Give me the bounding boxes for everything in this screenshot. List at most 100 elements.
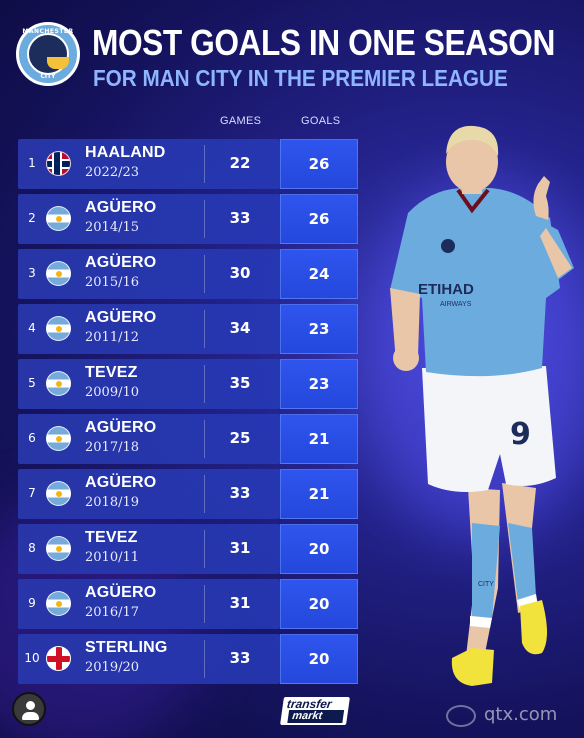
player-name: AGÜERO [85,309,157,326]
season: 2010/11 [85,550,140,565]
row-rank: 7 [28,486,36,500]
norway-flag-icon [46,151,71,176]
player-hair [446,125,499,156]
goals-cell: 24 [280,249,358,299]
goals-value: 26 [308,210,330,228]
season: 2016/17 [85,605,140,620]
player-neck [462,180,482,194]
season: 2014/15 [85,220,140,235]
argentina-flag-icon [46,206,71,231]
table-row: 8 TEVEZ 2010/11 31 20 [18,524,358,574]
season: 2022/23 [85,165,140,180]
goals-value: 23 [308,320,330,338]
row-rank: 4 [28,321,36,335]
argentina-flag-icon [46,591,71,616]
row-rank: 5 [28,376,36,390]
goals-cell: 21 [280,414,358,464]
man-city-crest-logo: MANCHESTER CITY [16,22,80,86]
player-name: AGÜERO [85,419,157,436]
table-row: 3 AGÜERO 2015/16 30 24 [18,249,358,299]
profile-avatar-button[interactable] [12,692,46,726]
shirt-collar [456,188,490,214]
goals-value: 23 [308,375,330,393]
transfermarkt-logo: transfer markt [280,697,350,725]
column-header-games: GAMES [220,115,262,127]
crest-bottom-text: CITY [40,73,56,80]
column-header-goals: GOALS [301,115,341,127]
shirt-crest-icon [441,239,455,253]
crest-top-text: MANCHESTER [22,28,74,35]
row-divider [204,365,205,403]
table-row: 9 AGÜERO 2016/17 31 20 [18,579,358,629]
player-name: AGÜERO [85,199,157,216]
logo-line2: markt [291,710,324,722]
season: 2018/19 [85,495,140,510]
goals-cell: 26 [280,194,358,244]
games-value: 31 [229,539,251,557]
games-value: 31 [229,594,251,612]
row-divider [204,585,205,623]
goals-value: 24 [308,265,330,283]
row-divider [204,530,205,568]
shirt-sponsor: ETIHAD [418,281,474,298]
player-name: TEVEZ [85,364,138,381]
player-fist [393,345,419,371]
table-row: 5 TEVEZ 2009/10 35 23 [18,359,358,409]
crest-shield [27,33,69,75]
sock-band [470,616,492,628]
goals-value: 20 [308,650,330,668]
watermark-logo-icon [446,705,476,727]
player-shirt [390,188,560,377]
row-rank: 2 [28,211,36,225]
games-value: 33 [229,484,251,502]
sock-text: CITY [478,581,494,588]
row-rank: 8 [28,541,36,555]
player-name: STERLING [85,639,168,656]
table-row: 10 STERLING 2019/20 33 20 [18,634,358,684]
argentina-flag-icon [46,316,71,341]
row-rank: 1 [28,156,36,170]
page-subtitle: FOR MAN CITY IN THE PREMIER LEAGUE [93,65,508,91]
goals-cell: 21 [280,469,358,519]
logo-line1: transfer [286,697,333,711]
games-value: 25 [229,429,251,447]
row-divider [204,145,205,183]
england-flag-icon [46,646,71,671]
row-divider [204,310,205,348]
right-boot [520,600,547,655]
row-divider [204,420,205,458]
player-head [446,132,498,192]
page-title: MOST GOALS IN ONE SEASON [92,22,555,63]
watermark-text: qtx.com [484,704,558,725]
player-illustration: CITY 9 ETIHAD AIRWAYS [390,125,574,686]
goals-cell: 23 [280,304,358,354]
row-rank: 6 [28,431,36,445]
argentina-flag-icon [46,261,71,286]
player-name: AGÜERO [85,254,157,271]
goals-cell: 26 [280,139,358,189]
watermark: qtx.com [446,703,576,729]
games-value: 22 [229,154,251,172]
goals-cell: 20 [280,524,358,574]
goals-cell: 20 [280,579,358,629]
row-rank: 9 [28,596,36,610]
table-row: 1 HAALAND 2022/23 22 26 [18,139,358,189]
row-rank: 10 [24,651,40,665]
row-divider [204,255,205,293]
games-value: 35 [229,374,251,392]
season: 2009/10 [85,385,140,400]
season: 2015/16 [85,275,140,290]
table-row: 4 AGÜERO 2011/12 34 23 [18,304,358,354]
games-value: 34 [229,319,251,337]
argentina-flag-icon [46,371,71,396]
goals-value: 21 [308,485,330,503]
goals-value: 20 [308,595,330,613]
season: 2019/20 [85,660,140,675]
games-value: 33 [229,649,251,667]
argentina-flag-icon [46,481,71,506]
season: 2011/12 [85,330,140,345]
goals-value: 21 [308,430,330,448]
player-arm [390,288,420,367]
player-name: TEVEZ [85,529,138,546]
row-divider [204,200,205,238]
